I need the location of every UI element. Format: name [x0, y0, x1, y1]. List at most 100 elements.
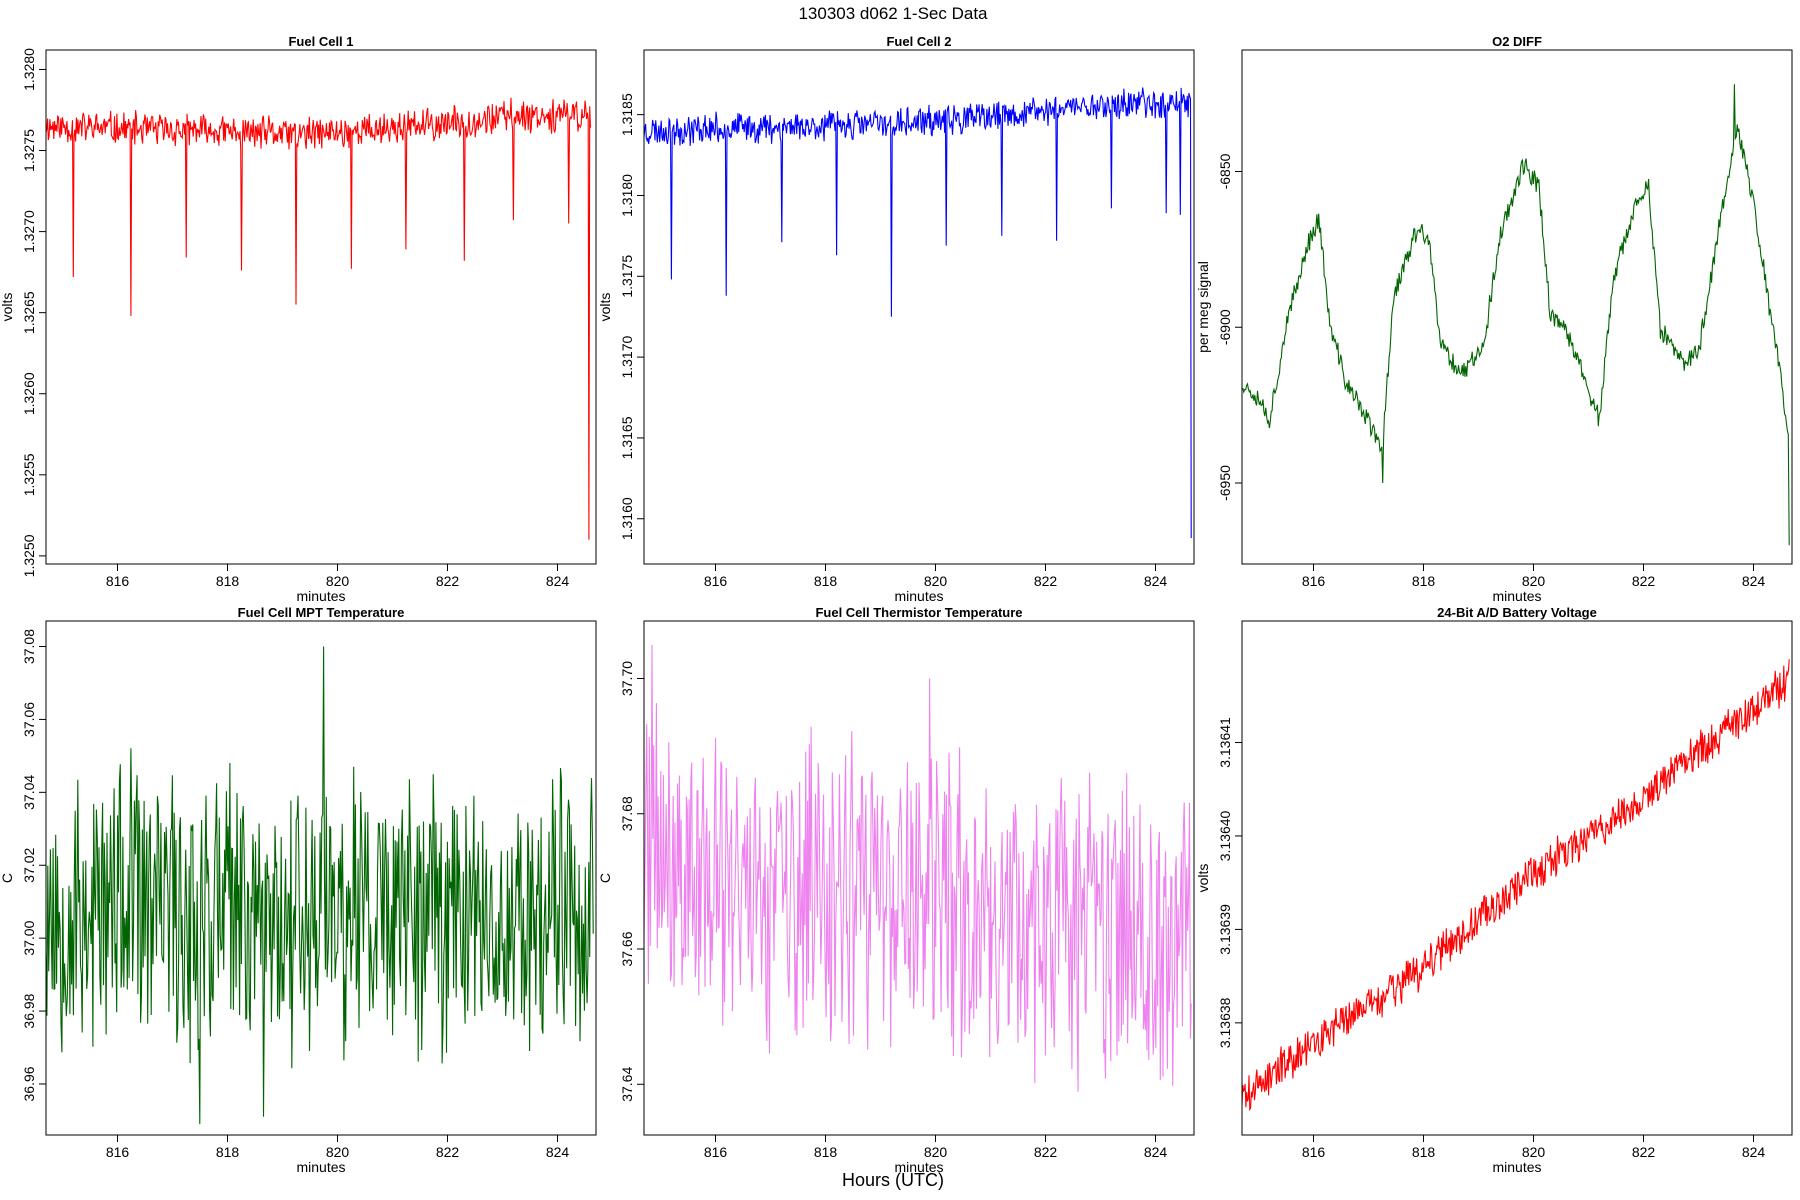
therm-y-tick-label: 37.68	[619, 796, 635, 831]
mpt-y-tick-label: 36.96	[21, 1066, 37, 1101]
figure-title: 130303 d062 1-Sec Data	[798, 4, 988, 23]
mpt-plot-frame	[45, 620, 597, 1136]
mpt-y-tick-label: 37.08	[21, 629, 37, 664]
batt-y-axis-label: volts	[1195, 864, 1211, 893]
fc2-x-tick-label: 820	[924, 573, 948, 589]
fc1-x-tick-label: 818	[216, 573, 240, 589]
fc1-y-tick-label: 1.3250	[21, 534, 37, 577]
fc2-y-tick-label: 1.3180	[619, 174, 635, 217]
fc1-x-tick-label: 824	[546, 573, 570, 589]
therm-y-tick-label: 37.70	[619, 661, 635, 696]
fc2-y-tick-label: 1.3175	[619, 255, 635, 298]
fc1-y-tick-label: 1.3260	[21, 372, 37, 415]
therm-title: Fuel Cell Thermistor Temperature	[815, 605, 1022, 620]
o2-y-tick-label: -6950	[1217, 465, 1233, 501]
fc1-y-axis-label: volts	[0, 293, 15, 322]
therm-x-axis-label: minutes	[894, 1159, 943, 1175]
mpt-x-tick-label: 816	[106, 1144, 130, 1160]
fc1-x-tick-label: 822	[436, 573, 460, 589]
fc1-x-tick-label: 816	[106, 573, 130, 589]
o2-y-tick-label: -6900	[1217, 309, 1233, 345]
batt-y-tick-label: 3.13638	[1217, 997, 1233, 1048]
o2-x-tick-label: 820	[1522, 573, 1546, 589]
fc1-y-tick-label: 1.3255	[21, 453, 37, 496]
therm-x-tick-label: 820	[924, 1144, 948, 1160]
therm-x-tick-label: 822	[1034, 1144, 1058, 1160]
mpt-y-tick-label: 36.98	[21, 993, 37, 1028]
batt-x-tick-label: 820	[1522, 1144, 1546, 1160]
o2-title: O2 DIFF	[1492, 34, 1542, 49]
panel-batt: 24-Bit A/D Battery Voltage 816 818 820 822 82…	[1195, 605, 1793, 1175]
mpt-y-tick-label: 37.04	[21, 775, 37, 810]
mpt-title: Fuel Cell MPT Temperature	[238, 605, 405, 620]
o2-x-tick-label: 824	[1742, 573, 1766, 589]
fc2-y-tick-label: 1.3170	[619, 335, 635, 378]
fc2-y-tick-label: 1.3185	[619, 93, 635, 136]
fc1-x-tick-label: 820	[326, 573, 350, 589]
batt-y-tick-label: 3.13640	[1217, 810, 1233, 861]
panel-therm: Fuel Cell Thermistor Temperature 816 818 82…	[597, 605, 1195, 1175]
fc2-y-tick-label: 1.3165	[619, 416, 635, 459]
mpt-y-tick-label: 37.02	[21, 848, 37, 883]
fc2-x-tick-label: 816	[704, 573, 728, 589]
fc2-y-tick-label: 1.3160	[619, 497, 635, 540]
batt-x-axis-label: minutes	[1492, 1159, 1541, 1175]
fc1-plot-frame	[45, 49, 597, 565]
panel-mpt: Fuel Cell MPT Temperature 816 818 820 822 824…	[0, 605, 597, 1175]
mpt-y-tick-label: 37.06	[21, 702, 37, 737]
batt-x-tick-label: 824	[1742, 1144, 1766, 1160]
therm-x-tick-label: 824	[1144, 1144, 1168, 1160]
mpt-y-axis-label: C	[0, 873, 15, 883]
mpt-x-axis-label: minutes	[296, 1159, 345, 1175]
fc1-y-tick-label: 1.3265	[21, 291, 37, 334]
batt-x-tick-label: 818	[1412, 1144, 1436, 1160]
mpt-x-tick-label: 820	[326, 1144, 350, 1160]
fc2-title: Fuel Cell 2	[886, 34, 951, 49]
fc1-series-line	[46, 97, 592, 540]
o2-plot-frame	[1241, 49, 1793, 565]
fc1-title: Fuel Cell 1	[288, 34, 353, 49]
therm-x-tick-label: 818	[814, 1144, 838, 1160]
o2-x-tick-label: 816	[1302, 573, 1326, 589]
mpt-x-tick-label: 818	[216, 1144, 240, 1160]
o2-y-axis-label: per meg signal	[1195, 261, 1211, 353]
fc1-x-axis-label: minutes	[296, 588, 345, 604]
fc2-y-axis-label: volts	[597, 293, 613, 322]
batt-y-tick-label: 3.13639	[1217, 904, 1233, 955]
batt-title: 24-Bit A/D Battery Voltage	[1437, 605, 1597, 620]
panel-fc2: Fuel Cell 2 816 818 820 822 824 1.3160 1.3165 1.…	[597, 34, 1195, 604]
overall-x-label: Hours (UTC)	[842, 1170, 944, 1190]
o2-x-tick-label: 818	[1412, 573, 1436, 589]
o2-x-axis-label: minutes	[1492, 588, 1541, 604]
fc2-x-tick-label: 822	[1034, 573, 1058, 589]
batt-x-tick-label: 816	[1302, 1144, 1326, 1160]
fc1-y-tick-label: 1.3275	[21, 129, 37, 172]
fc2-plot-frame	[643, 49, 1195, 565]
panel-fc1: Fuel Cell 1 816 818 820 822 824 1.3250 1.3255 1.…	[0, 34, 597, 604]
therm-y-axis-label: C	[597, 873, 613, 883]
therm-y-tick-label: 37.66	[619, 931, 635, 966]
therm-plot-frame	[643, 620, 1195, 1136]
fc2-x-tick-label: 818	[814, 573, 838, 589]
chart-panels: Fuel Cell 1 816 818 820 822 824 1.3250 1.3255 1.…	[0, 34, 1793, 1175]
mpt-series-line	[46, 646, 594, 1125]
therm-x-tick-label: 816	[704, 1144, 728, 1160]
fc2-x-axis-label: minutes	[894, 588, 943, 604]
batt-x-tick-label: 822	[1632, 1144, 1656, 1160]
fc1-y-tick-label: 1.3270	[21, 210, 37, 253]
mpt-x-tick-label: 824	[546, 1144, 570, 1160]
panel-o2: O2 DIFF 816 818 820 822 824 -6950 -6900 -6850 min…	[1195, 34, 1793, 604]
mpt-x-tick-label: 822	[436, 1144, 460, 1160]
batt-plot-frame	[1241, 620, 1793, 1136]
therm-y-tick-label: 37.64	[619, 1067, 635, 1102]
fc1-y-tick-label: 1.3280	[21, 48, 37, 91]
fc2-series-line	[644, 87, 1192, 539]
batt-y-tick-label: 3.13641	[1217, 717, 1233, 768]
therm-series-line	[644, 644, 1192, 1092]
mpt-y-tick-label: 37.00	[21, 920, 37, 955]
batt-series-line	[1242, 659, 1790, 1112]
fc2-x-tick-label: 824	[1144, 573, 1168, 589]
o2-series-line	[1242, 84, 1790, 546]
o2-y-tick-label: -6850	[1217, 153, 1233, 189]
